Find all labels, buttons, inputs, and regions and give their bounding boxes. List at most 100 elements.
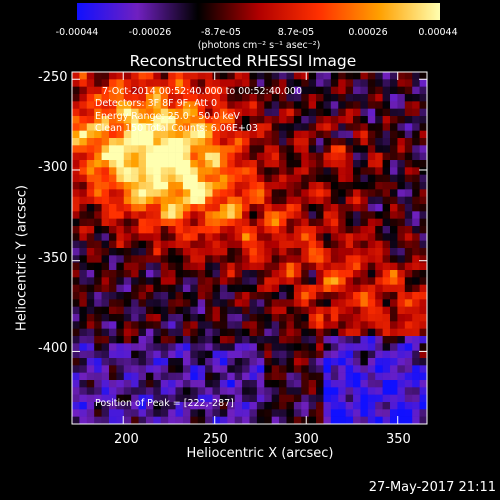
heatmap-cell [293,145,302,153]
heatmap-cell [145,226,154,234]
heatmap-cell [205,321,213,329]
heatmap-cell [286,204,295,212]
heatmap-cell [131,138,139,146]
x-tick-label: 250 [203,432,228,447]
heatmap-cell [138,394,147,403]
heatmap-cell [227,380,236,388]
heatmap-cell [108,240,117,249]
heatmap-cell [160,394,169,403]
heatmap-cell [212,116,221,124]
heatmap-cell [256,86,265,95]
heatmap-cell [330,196,339,205]
heatmap-cell [153,284,162,293]
heatmap-cell [131,72,139,80]
heatmap-cell [227,321,236,329]
heatmap-cell [86,86,95,95]
heatmap-cell [308,226,317,234]
heatmap-cell [242,306,250,315]
heatmap-cell [219,94,228,102]
heatmap-cell [264,255,272,263]
heatmap-cell [345,79,354,87]
heatmap-cell [360,321,369,329]
heatmap-cell [153,402,162,410]
heatmap-cell [160,160,169,168]
heatmap-cell [279,255,287,263]
heatmap-cell [390,292,398,300]
heatmap-cell [256,292,265,300]
heatmap-cell [360,270,369,278]
heatmap-cell [94,416,102,425]
heatmap-cell [279,358,287,366]
heatmap-cell [116,350,125,359]
heatmap-cell [212,196,221,205]
heatmap-cell [375,233,383,241]
heatmap-cell [86,387,95,395]
heatmap-cell [108,387,117,395]
heatmap-cell [397,145,406,153]
heatmap-cell [264,72,272,80]
heatmap-cell [138,182,147,190]
heatmap-cell [190,116,199,124]
heatmap-cell [242,409,250,417]
heatmap-cell [345,365,354,373]
heatmap-cell [72,167,80,175]
heatmap-cell [160,108,169,117]
heatmap-cell [345,336,354,344]
heatmap-cell [360,167,369,175]
heatmap-cell [242,321,250,329]
heatmap-cell [205,306,213,315]
heatmap-cell [249,380,258,388]
heatmap-cell [308,211,317,219]
heatmap-cell [197,218,206,227]
heatmap-cell [345,218,354,227]
heatmap-cell [234,262,243,271]
heatmap-cell [175,387,184,395]
heatmap-cell [153,299,162,307]
heatmap-cell [360,94,369,102]
heatmap-cell [101,416,110,425]
heatmap-cell [175,182,184,190]
heatmap-cell [338,123,346,131]
heatmap-cell [108,394,117,403]
heatmap-cell [227,394,236,403]
heatmap-cell [323,167,332,175]
heatmap-cell [286,402,295,410]
heatmap-cell [182,211,191,219]
heatmap-cell [330,328,339,337]
heatmap-cell [382,343,391,351]
heatmap-cell [116,277,125,285]
heatmap-cell [390,86,398,95]
heatmap-cell [205,116,213,124]
heatmap-cell [197,101,206,109]
heatmap-cell [308,152,317,161]
heatmap-cell [190,226,199,234]
heatmap-cell [375,387,383,395]
heatmap-cell [108,116,117,124]
heatmap-cell [145,130,154,139]
heatmap-cell [212,358,221,366]
heatmap-cell [160,314,169,322]
heatmap-cell [271,402,280,410]
heatmap-cell [353,189,361,197]
heatmap-cell [242,101,250,109]
heatmap-cell [353,138,361,146]
heatmap-cell [205,226,213,234]
heatmap-cell [101,130,110,139]
heatmap-cell [190,314,199,322]
heatmap-cell [293,402,302,410]
heatmap-cell [205,262,213,271]
heatmap-cell [338,211,346,219]
heatmap-cell [101,182,110,190]
heatmap-cell [382,218,391,227]
heatmap-cell [145,387,154,395]
heatmap-cell [138,233,147,241]
heatmap-cell [345,409,354,417]
heatmap-cell [153,167,162,175]
heatmap-cell [419,365,428,373]
heatmap-cell [212,387,221,395]
heatmap-cell [197,240,206,249]
heatmap-cell [249,402,258,410]
heatmap-cell [108,262,117,271]
heatmap-cell [360,226,369,234]
heatmap-cell [360,365,369,373]
